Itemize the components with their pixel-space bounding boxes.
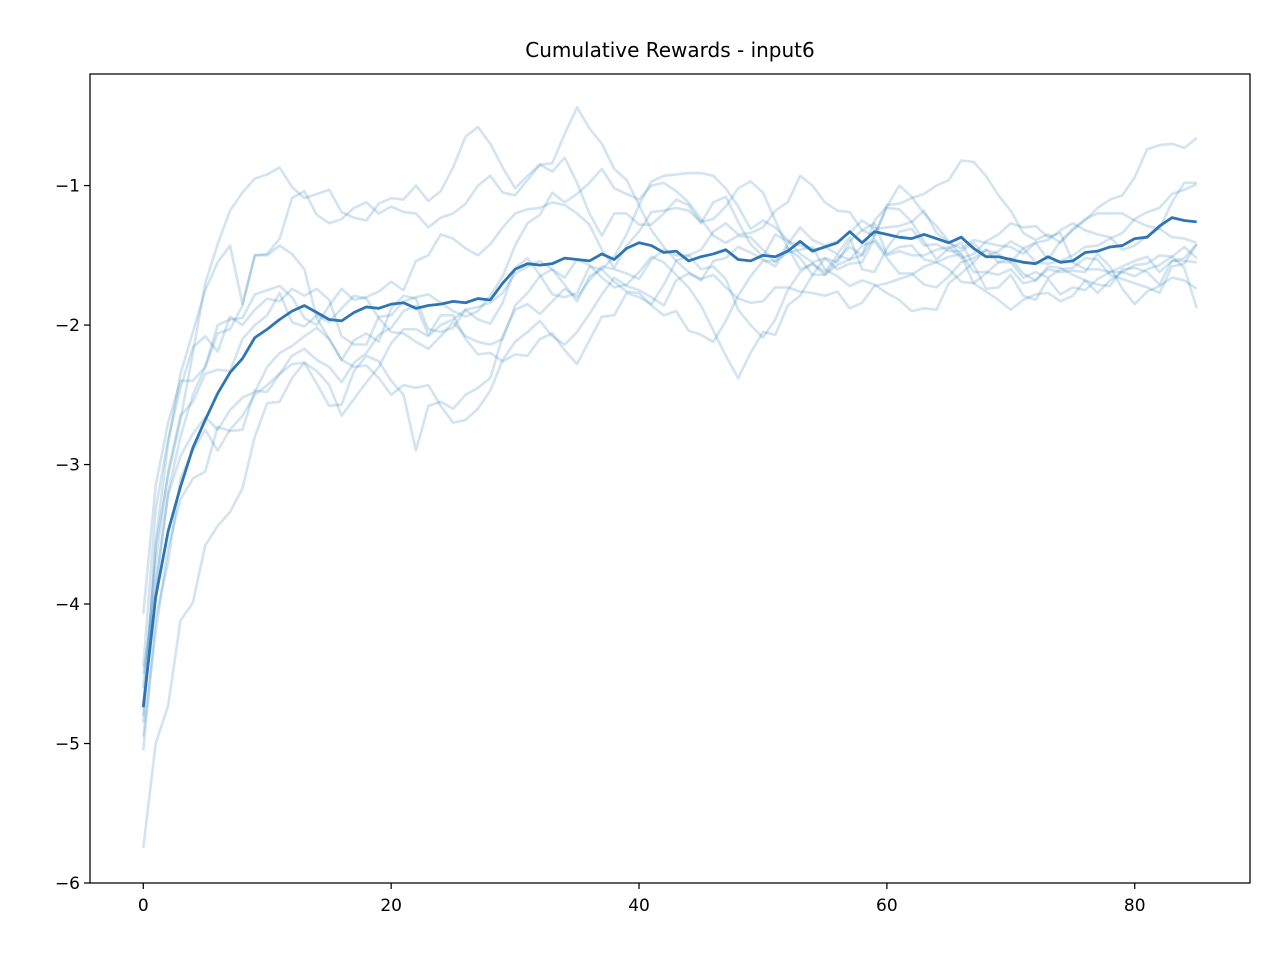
series-layer	[141, 106, 1198, 849]
x-tick-label: 0	[138, 896, 149, 916]
series-line-10	[141, 252, 1198, 716]
series-line-3	[141, 243, 1198, 688]
x-tick-label: 60	[876, 896, 898, 916]
series-line-1	[141, 180, 1198, 614]
y-tick-label: −6	[55, 874, 80, 894]
y-tick-label: −5	[55, 735, 80, 755]
y-axis: −6 −5 −4 −3 −2 −1	[55, 177, 90, 894]
series-line-7	[141, 156, 1198, 723]
plot-frame	[89, 73, 1251, 884]
x-axis: 0 20 40 60 80	[138, 883, 1146, 916]
mean-line	[141, 216, 1197, 708]
series-line-4	[141, 206, 1197, 737]
y-tick-label: −1	[55, 177, 80, 197]
y-tick-label: −4	[55, 595, 80, 615]
x-tick-label: 80	[1124, 896, 1146, 916]
x-tick-label: 20	[380, 896, 402, 916]
series-line-6	[141, 240, 1198, 849]
chart-title: Cumulative Rewards - input6	[525, 38, 815, 62]
y-tick-label: −3	[55, 456, 80, 476]
series-line-9	[141, 167, 1198, 667]
series-line-8	[141, 106, 1198, 705]
y-tick-label: −2	[55, 316, 80, 336]
mean-layer	[141, 216, 1197, 708]
x-tick-label: 40	[628, 896, 650, 916]
series-line-2	[142, 171, 1197, 674]
